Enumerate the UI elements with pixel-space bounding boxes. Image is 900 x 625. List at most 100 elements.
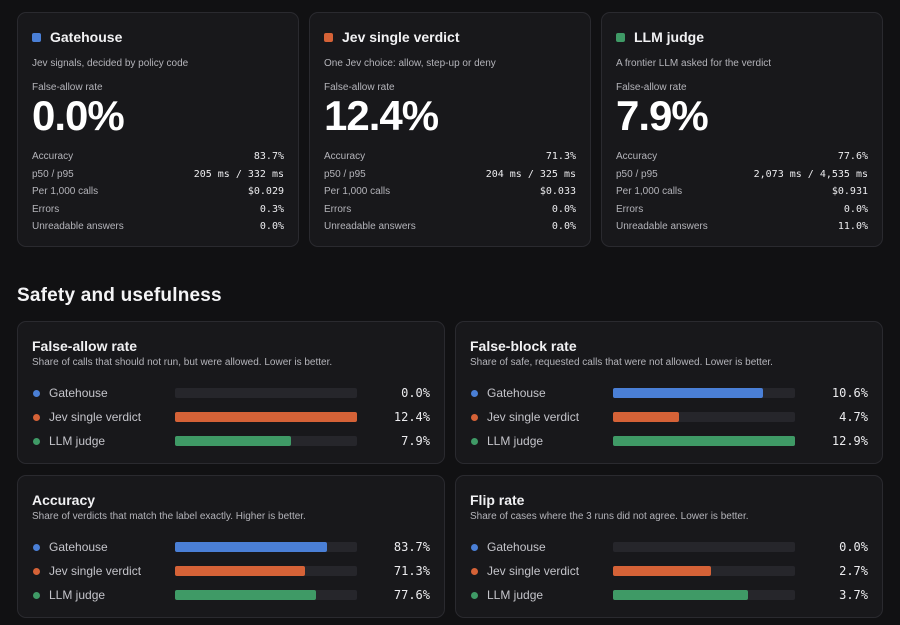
stat-label: Errors	[32, 203, 60, 215]
bar-value-label: 0.0%	[839, 540, 868, 554]
bar-row-jev-single-verdict: Jev single verdict 12.4%	[32, 405, 430, 429]
stat-row-errors: Errors 0.0%	[324, 201, 576, 219]
bar-track	[175, 566, 357, 576]
stat-label: Errors	[616, 203, 644, 215]
metric-label: False-allow rate	[616, 82, 687, 93]
stat-row-errors: Errors 0.0%	[616, 201, 868, 219]
metric-value: 7.9%	[616, 92, 709, 139]
legend-dot	[471, 389, 478, 397]
legend-dot	[471, 437, 478, 445]
jev-color-swatch	[324, 32, 333, 42]
bar-value-label: 77.6%	[393, 588, 430, 602]
summary-cards: Gatehouse Jev signals, decided by policy…	[17, 12, 883, 247]
bar-row-gatehouse: Gatehouse 10.6%	[470, 381, 868, 405]
bar-label: Jev single verdict	[49, 564, 142, 578]
stat-label: Unreadable answers	[616, 221, 708, 233]
panel-subtitle: Share of cases where the 3 runs did not …	[470, 511, 749, 522]
card-llm-judge: LLM judge A frontier LLM asked for the v…	[601, 12, 883, 247]
section-title: Safety and usefulness	[17, 285, 222, 306]
gatehouse-color-swatch	[32, 32, 41, 42]
legend-dot	[471, 543, 478, 551]
stat-value: 77.6%	[837, 151, 868, 163]
stat-row-cost: Per 1,000 calls $0.931	[616, 183, 868, 201]
stats-list: Accuracy 71.3% p50 / p95 204 ms / 325 ms P…	[324, 148, 576, 236]
legend-dot	[33, 389, 40, 397]
stat-label: Per 1,000 calls	[32, 186, 99, 198]
panel-accuracy: Accuracy Share of verdicts that match th…	[17, 475, 445, 618]
bar-value-label: 3.7%	[839, 588, 868, 602]
bar-fill-jev-single-verdict	[613, 412, 679, 422]
bar-label: Jev single verdict	[49, 410, 142, 424]
bar-fill-jev-single-verdict	[175, 566, 305, 576]
bar-row-jev-single-verdict: Jev single verdict 2.7%	[470, 559, 868, 583]
stat-row-accuracy: Accuracy 83.7%	[32, 148, 284, 166]
metric-label: False-allow rate	[324, 82, 395, 93]
card-jev-single-verdict: Jev single verdict One Jev choice: allow…	[309, 12, 591, 247]
card-description: One Jev choice: allow, step-up or deny	[324, 58, 496, 69]
stat-label: Accuracy	[324, 151, 366, 163]
card-title: Gatehouse	[50, 29, 123, 45]
bar-fill-jev-single-verdict	[175, 412, 357, 422]
stat-value: 0.0%	[551, 203, 576, 215]
panel-subtitle: Share of calls that should not run, but …	[32, 357, 333, 368]
bar-label: LLM judge	[487, 434, 544, 448]
llm-color-swatch	[616, 32, 625, 42]
bar-track	[613, 590, 795, 600]
metric-value: 12.4%	[324, 92, 439, 139]
bar-label: Jev single verdict	[487, 410, 580, 424]
bar-label: LLM judge	[49, 434, 106, 448]
bar-fill-llm-judge	[613, 436, 795, 446]
metric-value: 0.0%	[32, 92, 125, 139]
bar-label: Gatehouse	[49, 386, 108, 400]
panel-subtitle: Share of safe, requested calls that were…	[470, 357, 773, 368]
panel-subtitle: Share of verdicts that match the label e…	[32, 511, 306, 522]
card-description: A frontier LLM asked for the verdict	[616, 58, 772, 69]
bar-value-label: 83.7%	[393, 540, 430, 554]
stat-row-accuracy: Accuracy 77.6%	[616, 148, 868, 166]
panel-title: Flip rate	[470, 492, 525, 508]
card-title: LLM judge	[634, 29, 704, 45]
panel-title: Accuracy	[32, 492, 96, 508]
bar-label: Gatehouse	[487, 540, 546, 554]
bar-track	[613, 388, 795, 398]
bar-label: LLM judge	[487, 588, 544, 602]
stat-row-latency: p50 / p95 204 ms / 325 ms	[324, 166, 576, 184]
panel-title: False-allow rate	[32, 338, 138, 354]
stat-row-latency: p50 / p95 2,073 ms / 4,535 ms	[616, 166, 868, 184]
bar-value-label: 7.9%	[401, 434, 430, 448]
bar-value-label: 4.7%	[839, 410, 868, 424]
bar-label: Gatehouse	[49, 540, 108, 554]
legend-dot	[33, 543, 40, 551]
bar-track	[175, 542, 357, 552]
bar-fill-gatehouse	[613, 388, 763, 398]
stat-value: 0.0%	[551, 221, 576, 233]
stat-row-cost: Per 1,000 calls $0.033	[324, 183, 576, 201]
bar-value-label: 2.7%	[839, 564, 868, 578]
bar-value-label: 12.4%	[393, 410, 430, 424]
bar-row-llm-judge: LLM judge 12.9%	[470, 429, 868, 453]
legend-dot	[471, 591, 478, 599]
bar-fill-llm-judge	[175, 590, 316, 600]
stat-value: $0.033	[539, 186, 576, 198]
stat-label: Accuracy	[616, 151, 658, 163]
stat-row-unreadable: Unreadable answers 11.0%	[616, 218, 868, 236]
stat-label: p50 / p95	[324, 168, 366, 180]
legend-dot	[33, 591, 40, 599]
bar-row-llm-judge: LLM judge 7.9%	[32, 429, 430, 453]
stat-value: 205 ms / 332 ms	[193, 168, 284, 180]
bar-list: Gatehouse 0.0% Jev single verdict 2.7% LLM j…	[470, 535, 868, 607]
stat-label: Per 1,000 calls	[324, 186, 391, 198]
bar-value-label: 12.9%	[831, 434, 868, 448]
bar-fill-gatehouse	[175, 542, 327, 552]
stat-label: Errors	[324, 203, 352, 215]
panel-false-allow-rate: False-allow rate Share of calls that sho…	[17, 321, 445, 464]
legend-dot	[471, 413, 478, 421]
bar-row-llm-judge: LLM judge 3.7%	[470, 583, 868, 607]
bar-track	[613, 566, 795, 576]
stat-value: $0.931	[831, 186, 868, 198]
panel-false-block-rate: False-block rate Share of safe, requeste…	[455, 321, 883, 464]
stat-row-latency: p50 / p95 205 ms / 332 ms	[32, 166, 284, 184]
stat-row-errors: Errors 0.3%	[32, 201, 284, 219]
bar-track	[175, 436, 357, 446]
